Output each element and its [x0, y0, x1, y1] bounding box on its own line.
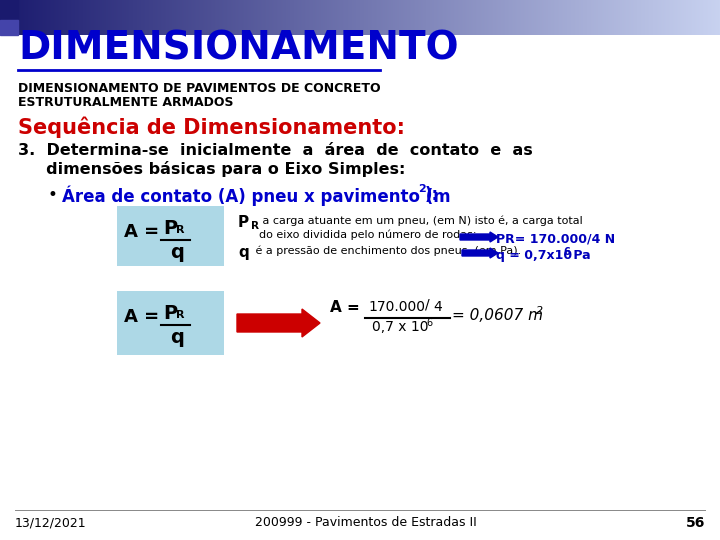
Bar	[0, 20, 18, 35]
Text: do eixo dividida pelo número de rodas;: do eixo dividida pelo número de rodas;	[259, 229, 477, 240]
Bar	[0, 0, 18, 18]
Text: Pa: Pa	[569, 249, 590, 262]
Text: 13/12/2021: 13/12/2021	[15, 516, 86, 529]
Text: A =: A =	[124, 308, 159, 326]
Text: P: P	[163, 219, 177, 238]
Text: a carga atuante em um pneu, (em N) isto é, a carga total: a carga atuante em um pneu, (em N) isto …	[259, 215, 582, 226]
FancyArrow shape	[237, 309, 320, 337]
Text: A =: A =	[124, 223, 159, 241]
Text: 3.  Determina-se  inicialmente  a  área  de  contato  e  as: 3. Determina-se inicialmente a área de c…	[18, 143, 533, 158]
Text: P: P	[163, 304, 177, 323]
Text: 6: 6	[426, 318, 432, 328]
FancyBboxPatch shape	[117, 291, 224, 355]
Text: R: R	[251, 221, 259, 231]
Text: = 0,0607 m: = 0,0607 m	[452, 308, 543, 323]
Text: ):: ):	[425, 186, 439, 204]
Text: PR= 170.000/4 N: PR= 170.000/4 N	[496, 233, 615, 246]
Text: é a pressão de enchimento dos pneus, (em Pa).: é a pressão de enchimento dos pneus, (em…	[252, 245, 521, 255]
Text: 56: 56	[685, 516, 705, 530]
FancyArrow shape	[460, 232, 498, 242]
Text: 200999 - Pavimentos de Estradas II: 200999 - Pavimentos de Estradas II	[255, 516, 477, 529]
Text: q: q	[170, 243, 184, 262]
Text: 6: 6	[563, 247, 570, 257]
Text: 170.000: 170.000	[368, 300, 425, 314]
Text: R: R	[176, 310, 184, 320]
Text: 4: 4	[433, 300, 442, 314]
Text: 0,7 x 10: 0,7 x 10	[372, 320, 428, 334]
Text: •: •	[48, 186, 58, 204]
Text: P: P	[238, 215, 249, 230]
Text: dimensões básicas para o Eixo Simples:: dimensões básicas para o Eixo Simples:	[18, 161, 405, 177]
Text: q: q	[170, 328, 184, 347]
Text: DIMENSIONAMENTO DE PAVIMENTOS DE CONCRETO: DIMENSIONAMENTO DE PAVIMENTOS DE CONCRET…	[18, 82, 381, 95]
Text: Sequência de Dimensionamento:: Sequência de Dimensionamento:	[18, 117, 405, 138]
FancyArrow shape	[462, 248, 498, 258]
Text: R: R	[176, 225, 184, 235]
Text: q = 0,7x10: q = 0,7x10	[496, 249, 572, 262]
Text: ESTRUTURALMENTE ARMADOS: ESTRUTURALMENTE ARMADOS	[18, 96, 233, 109]
Text: A =: A =	[330, 300, 360, 315]
Text: /: /	[425, 298, 430, 312]
Text: Área de contato (A) pneu x pavimento (m: Área de contato (A) pneu x pavimento (m	[62, 186, 451, 206]
Text: 2: 2	[418, 184, 426, 194]
FancyBboxPatch shape	[117, 206, 224, 266]
Text: 2: 2	[536, 306, 543, 316]
Text: DIMENSIONAMENTO: DIMENSIONAMENTO	[18, 30, 459, 68]
Text: q: q	[238, 245, 248, 260]
